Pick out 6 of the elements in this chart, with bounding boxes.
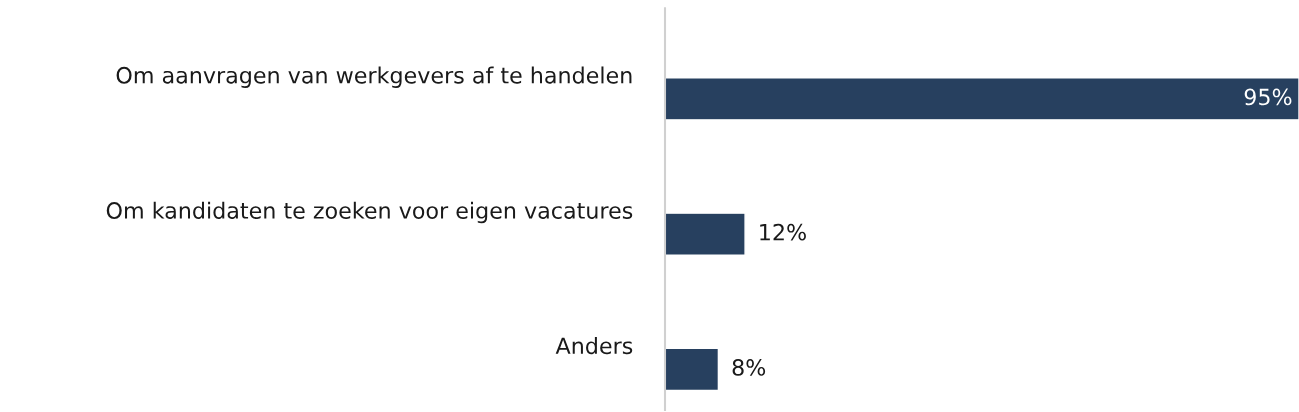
data-label: 12% — [760, 223, 806, 241]
y-tick-label: Om aanvragen van werkgevers af te handelen — [116, 66, 632, 88]
data-label: 95% — [1244, 88, 1292, 106]
y-tick-label: Om kandidaten te zoeken voor eigen vacatures — [106, 201, 633, 224]
data-label: 8% — [732, 359, 766, 376]
y-tick-label: Anders — [555, 336, 633, 355]
